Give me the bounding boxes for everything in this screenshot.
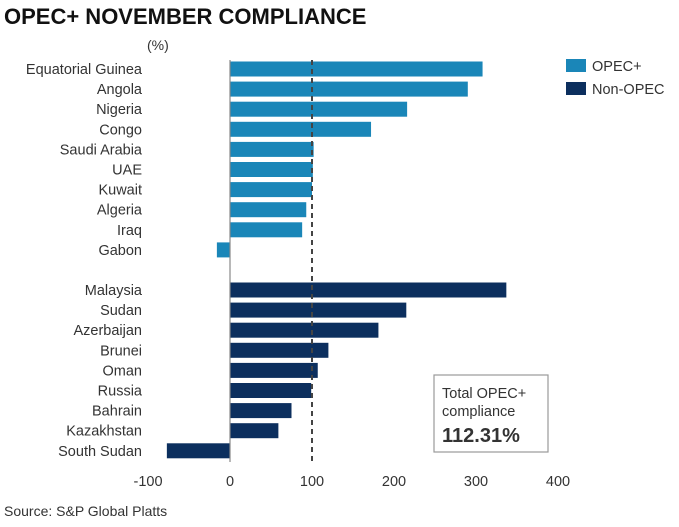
category-labels: Equatorial Guinea Angola Nigeria Congo Saudi…: [26, 62, 143, 460]
x-tick-label: 400: [546, 474, 570, 490]
total-compliance-label-line-2: compliance: [442, 404, 515, 420]
category-label: Kuwait: [98, 183, 142, 199]
total-compliance-label-line-1: Total OPEC+: [442, 386, 526, 402]
category-label: UAE: [112, 163, 142, 179]
bar-azerbaijan: [230, 322, 379, 338]
category-label: Malaysia: [85, 283, 143, 299]
category-label: Equatorial Guinea: [26, 62, 143, 78]
bar-sudan: [230, 302, 407, 318]
bar-brunei: [230, 342, 329, 358]
x-tick-label: 200: [382, 474, 406, 490]
total-compliance-value: 112.31%: [442, 425, 520, 447]
legend: OPEC+ Non-OPEC: [566, 59, 665, 98]
category-label: Russia: [98, 384, 143, 400]
x-tick-label: 0: [226, 474, 234, 490]
bar-oman: [230, 362, 318, 378]
chart-title: OPEC+ NOVEMBER COMPLIANCE: [4, 4, 366, 29]
total-compliance-box: Total OPEC+ compliance 112.31%: [433, 374, 549, 453]
category-label: Saudi Arabia: [60, 142, 143, 158]
bars-group: [166, 61, 507, 459]
bar-gabon: [216, 242, 230, 258]
x-tick-label: 300: [464, 474, 488, 490]
bar-iraq: [230, 222, 303, 238]
bar-south-sudan: [166, 443, 230, 459]
legend-swatch-non-opec: [566, 82, 586, 95]
bar-nigeria: [230, 101, 408, 117]
bar-bahrain: [230, 403, 292, 419]
category-label: Kazakhstan: [66, 424, 142, 440]
category-label: Brunei: [100, 343, 142, 359]
legend-label-opec: OPEC+: [592, 59, 642, 75]
category-label: Sudan: [100, 303, 142, 319]
bar-algeria: [230, 202, 307, 218]
x-axis-ticks: -100 0 100 200 300 400: [133, 474, 570, 490]
category-label: Bahrain: [92, 404, 142, 420]
category-label: Angola: [97, 82, 143, 98]
category-label: Gabon: [98, 243, 142, 259]
category-label: Azerbaijan: [73, 323, 142, 339]
source-note: Source: S&P Global Platts: [4, 503, 167, 519]
category-label: Nigeria: [96, 102, 143, 118]
category-label: Iraq: [117, 223, 142, 239]
bar-congo: [230, 121, 372, 137]
category-label: South Sudan: [58, 444, 142, 460]
bar-uae: [230, 162, 313, 177]
bar-equatorial-guinea: [230, 61, 483, 77]
category-label: Algeria: [97, 203, 143, 219]
category-label: Oman: [103, 363, 143, 379]
legend-label-non-opec: Non-OPEC: [592, 82, 665, 98]
unit-label: (%): [147, 37, 169, 53]
bar-malaysia: [230, 282, 507, 298]
x-tick-label: -100: [133, 474, 162, 490]
legend-swatch-opec: [566, 59, 586, 72]
total-compliance-box-border: [433, 374, 549, 453]
x-tick-label: 100: [300, 474, 324, 490]
bar-kuwait: [230, 182, 312, 198]
bar-kazakhstan: [230, 423, 279, 439]
bar-russia: [230, 383, 312, 398]
bar-angola: [230, 81, 468, 97]
category-label: Congo: [99, 122, 142, 138]
bar-saudi-arabia: [230, 141, 314, 157]
